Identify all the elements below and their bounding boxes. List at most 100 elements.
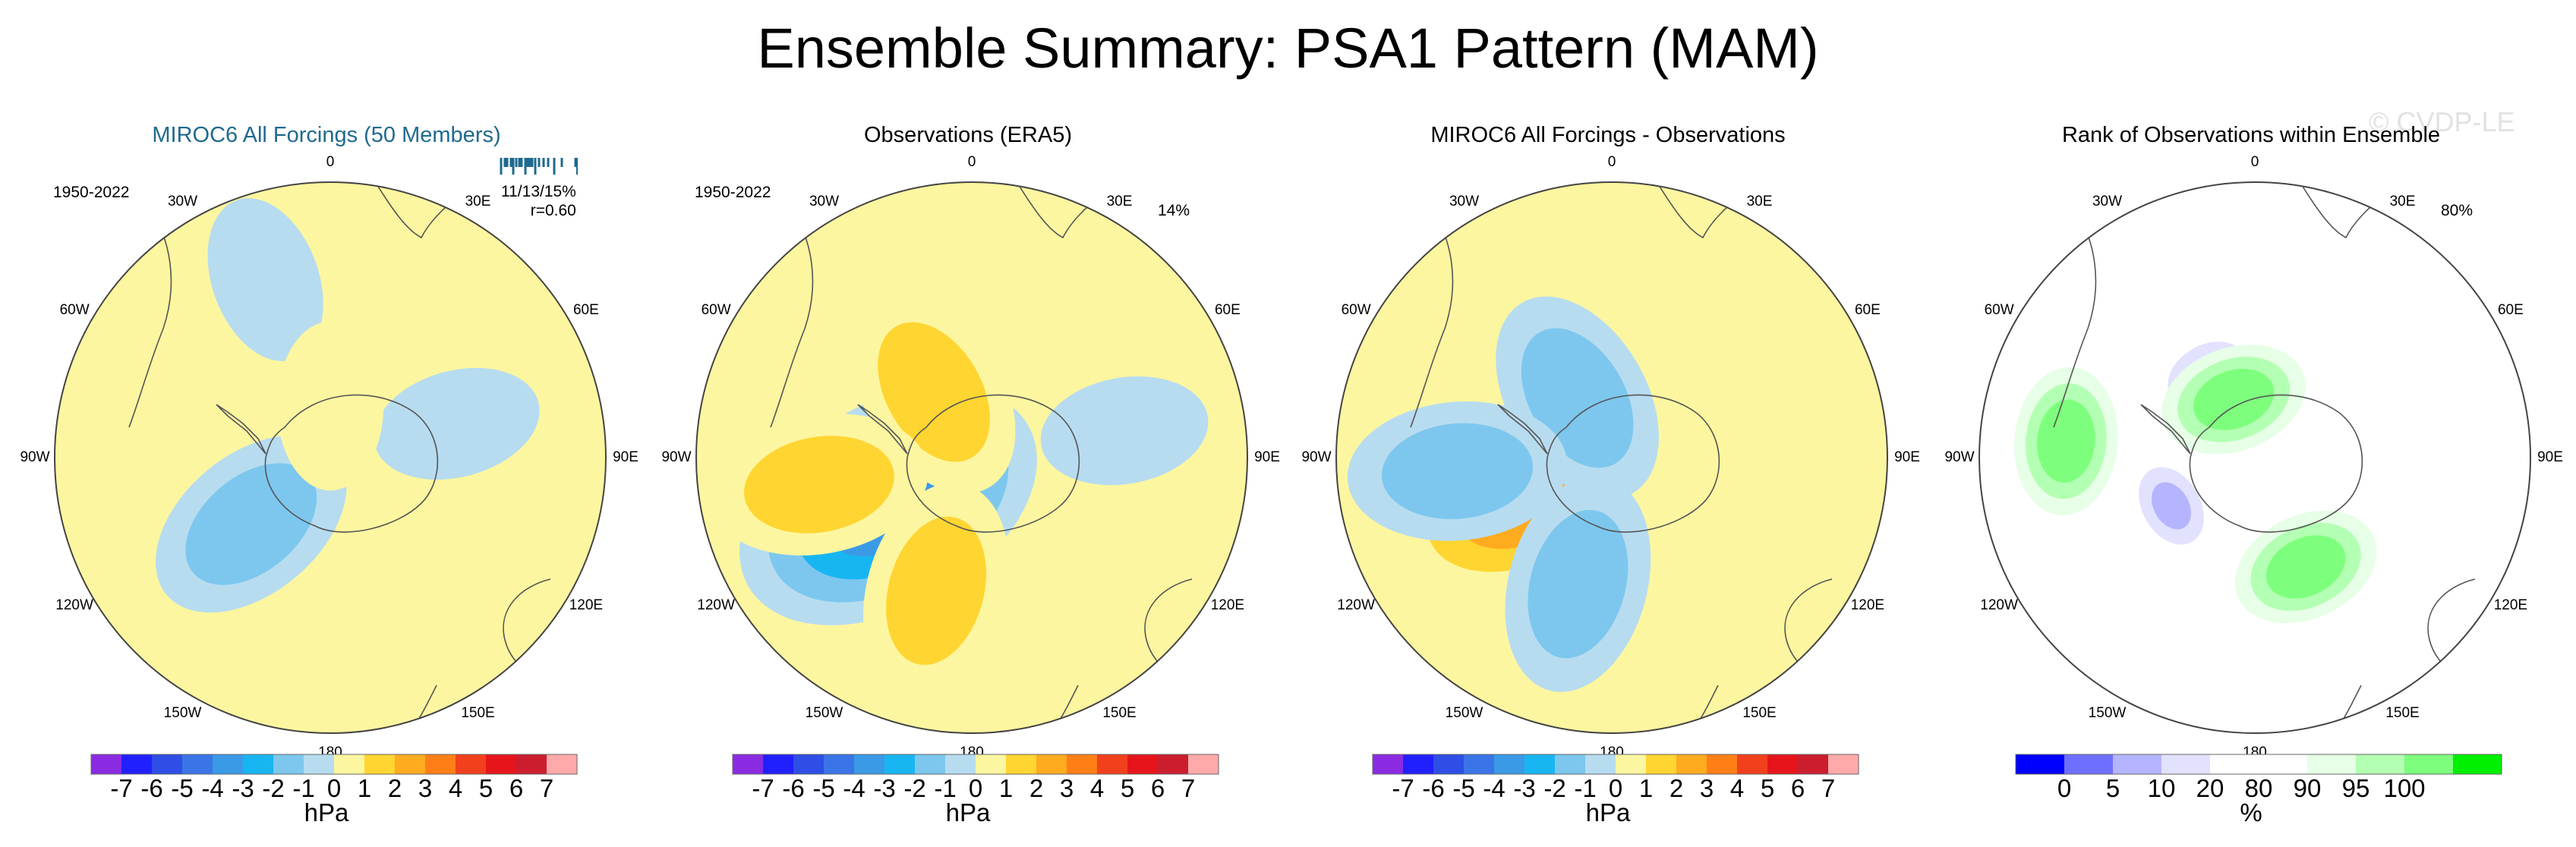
longitude-label: 30W <box>1449 194 1480 210</box>
anomaly-contour <box>1528 509 1629 659</box>
ensemble-rug <box>500 158 578 175</box>
colorbar-swatch <box>1373 754 1404 774</box>
map-panel-4: Rank of Observations within Ensemble 80% 0… <box>1944 114 2562 835</box>
colorbar-tick-label: -5 <box>171 774 194 802</box>
figure-title: Ensemble Summary: PSA1 Pattern (MAM) <box>757 17 1819 80</box>
colorbar-swatch <box>182 754 213 774</box>
longitude-label: 30E <box>2389 194 2416 210</box>
colorbar <box>90 754 578 775</box>
colorbar-tick-label: -5 <box>1452 774 1475 802</box>
colorbar-tick-label: 6 <box>509 774 524 802</box>
colorbar-tick-label: 3 <box>418 774 433 802</box>
colorbar-tick-label: 5 <box>1120 774 1135 802</box>
colorbar-tick-label: 3 <box>1699 774 1714 802</box>
colorbar-tick-label: 20 <box>2196 774 2224 802</box>
colorbar-swatch <box>243 754 274 774</box>
longitude-label: 30W <box>167 194 198 210</box>
colorbar-tick-label: 0 <box>2057 774 2072 802</box>
colorbar-swatch <box>945 754 976 774</box>
map-panel-2: Observations (ERA5) 1950-2022 14% 0 30E 60E 90… <box>661 114 1279 835</box>
colorbar-units: % <box>2240 798 2262 827</box>
rank-region <box>2151 482 2191 530</box>
colorbar-swatch <box>516 754 547 774</box>
colorbar-swatch <box>2404 754 2454 774</box>
longitude-label: 120E <box>569 597 604 613</box>
colorbar-swatch <box>1464 754 1495 774</box>
colorbar-swatch <box>395 754 426 774</box>
colorbar-swatch <box>884 754 916 774</box>
longitude-label: 90E <box>2537 449 2563 465</box>
anomaly-contour <box>207 198 323 361</box>
rank-region <box>2048 416 2084 467</box>
colorbar-tick-label: -2 <box>1543 774 1566 802</box>
colorbar-tick-label: 3 <box>1059 774 1074 802</box>
anomaly-contour <box>886 516 986 666</box>
longitude-label: 30E <box>465 194 491 210</box>
colorbar-tick-label: -7 <box>752 774 774 802</box>
colorbar-swatch <box>1555 754 1586 774</box>
colorbar-tick-label: 2 <box>387 774 402 802</box>
colorbar-tick-label: -7 <box>110 774 133 802</box>
longitude-label: 0 <box>326 154 335 170</box>
colorbar-swatch <box>763 754 794 774</box>
antarctica-coast <box>906 394 1080 533</box>
colorbar-swatch <box>1737 754 1768 774</box>
colorbar-swatch <box>1036 754 1067 774</box>
colorbar-swatch <box>1433 754 1465 774</box>
colorbar-swatch <box>152 754 183 774</box>
longitude-label: 60W <box>1984 301 2014 318</box>
longitude-label: 60E <box>1214 301 1241 318</box>
panel-title: Observations (ERA5) <box>864 123 1072 147</box>
colorbar-swatch <box>1585 754 1616 774</box>
colorbar-swatch <box>304 754 335 774</box>
colorbar-swatch <box>1676 754 1707 774</box>
colorbar-tick-label: 100 <box>2383 774 2426 802</box>
rank-region <box>2281 547 2330 587</box>
colorbar-tick-label: -1 <box>1574 774 1597 802</box>
longitude-label: 150W <box>163 704 202 721</box>
colorbar-swatch <box>91 754 122 774</box>
colorbar-units: hPa <box>1585 798 1631 827</box>
longitude-label: 90W <box>20 449 50 465</box>
colorbar-swatch <box>1616 754 1647 774</box>
colorbar <box>732 754 1219 775</box>
antarctic-peninsula-coast <box>857 404 908 455</box>
colorbar-tick-label: 1 <box>998 774 1014 802</box>
antarctic-peninsula-coast <box>216 404 266 455</box>
rank-region <box>2209 380 2259 418</box>
colorbar-swatch <box>1188 754 1219 774</box>
longitude-label: 150E <box>1102 704 1137 721</box>
colorbar-swatch <box>824 754 855 774</box>
stat-line: 11/13/15% <box>501 183 576 200</box>
antarctica-coast <box>2189 394 2363 533</box>
colorbar-swatch <box>2307 754 2357 774</box>
colorbar <box>1372 754 1859 775</box>
colorbar-tick-label: 95 <box>2341 774 2370 802</box>
colorbar-tick-label: -6 <box>782 774 805 802</box>
colorbar-tick-label: 7 <box>1821 774 1836 802</box>
longitude-label: 120E <box>1850 597 1885 613</box>
antarctica-coast <box>264 394 439 533</box>
longitude-label: 30E <box>1106 194 1133 210</box>
colorbar-frame <box>2015 754 2502 775</box>
colorbar-tick-label: 0 <box>968 774 983 802</box>
colorbar-swatch <box>1828 754 1859 774</box>
colorbar-units: hPa <box>304 798 349 827</box>
colorbar-swatch <box>425 754 456 774</box>
ensemble-stats: 11/13/15% r=0.60 <box>501 182 576 220</box>
antarctica-coast <box>1546 394 1720 533</box>
colorbar-swatch <box>1006 754 1037 774</box>
antarctic-peninsula-coast <box>1497 404 1548 455</box>
colorbar-swatch <box>456 754 487 774</box>
colorbar-ticks: -7 -6 -5 -4 -3 -2 -1 0 1 2 3 4 5 6 7 <box>672 774 1264 804</box>
longitude-label: 0 <box>2250 154 2259 170</box>
anomaly-contour <box>744 436 894 534</box>
colorbar-tick-label: 7 <box>1181 774 1196 802</box>
stat-line: r=0.60 <box>530 202 576 219</box>
longitude-label: 60W <box>701 301 731 318</box>
longitude-label: 90E <box>1894 449 1920 465</box>
colorbar-swatch <box>915 754 946 774</box>
polar-map <box>1335 181 1888 734</box>
longitude-label: 60W <box>1341 301 1371 318</box>
year-range: 1950-2022 <box>695 184 771 201</box>
